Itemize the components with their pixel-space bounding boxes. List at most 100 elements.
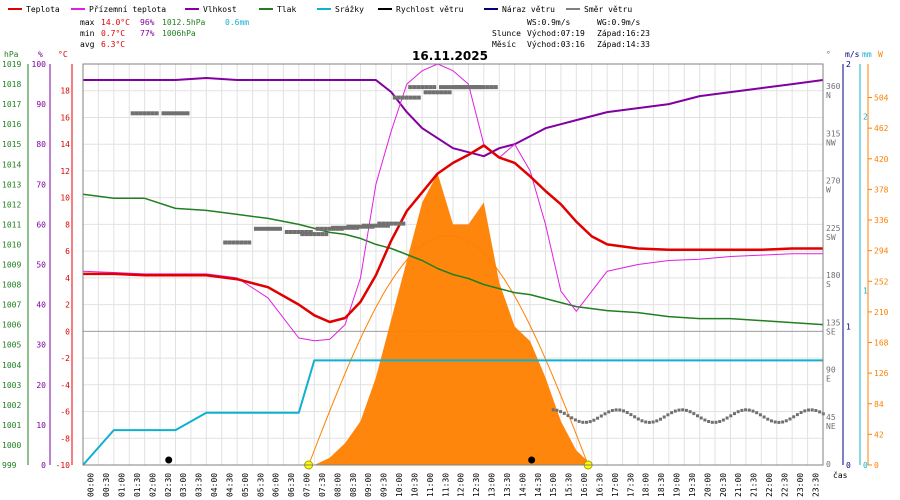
hpa-tick-label: 1010 xyxy=(2,240,21,249)
wind-direction-point xyxy=(747,408,751,412)
wind-direction-point xyxy=(707,420,711,423)
wind-direction-point xyxy=(181,111,186,116)
info-moon-rise: Východ:03:16 xyxy=(527,40,585,49)
wind-direction-point xyxy=(312,232,317,237)
wind-direction-point xyxy=(185,111,190,116)
pct-tick-label: 80 xyxy=(36,140,46,149)
wind-direction-point xyxy=(592,418,596,422)
deg-direction-label: SE xyxy=(826,327,836,336)
time-tick-label: 20:30 xyxy=(719,473,728,497)
wind-direction-point xyxy=(489,85,494,90)
wind-direction-point xyxy=(684,408,688,412)
wind-direction-point xyxy=(559,410,563,414)
wind-direction-point xyxy=(647,420,651,424)
wind-direction-point xyxy=(247,240,252,245)
hpa-tick-label: 1009 xyxy=(2,261,21,270)
axis-label-celsius: °C xyxy=(58,50,68,59)
wind-direction-point xyxy=(335,225,340,230)
wind-direction-point xyxy=(274,226,278,231)
wind-direction-point xyxy=(725,416,729,420)
moonrise-marker xyxy=(165,456,173,464)
deg-tick-label: 225 xyxy=(826,224,841,233)
wind-direction-point xyxy=(581,420,585,424)
time-tick-label: 00:30 xyxy=(102,473,111,497)
w-tick-label: 378 xyxy=(874,185,889,194)
wind-direction-point xyxy=(343,225,348,230)
stat-max-rain: 0.6mm xyxy=(225,18,249,27)
wind-direction-point xyxy=(130,111,135,116)
wind-direction-point xyxy=(408,95,413,100)
temperature-line xyxy=(83,144,823,324)
time-tick-label: 16:30 xyxy=(595,473,604,497)
wind-direction-point xyxy=(481,85,486,90)
info-sun-label: Slunce xyxy=(492,29,521,38)
celsius-tick-label: 0 xyxy=(65,327,70,336)
wind-direction-point xyxy=(784,419,788,423)
wind-direction-point xyxy=(432,85,437,90)
legend-label-smer-vetru: Směr větru xyxy=(584,5,632,14)
wind-direction-point xyxy=(762,415,766,419)
pct-tick-label: 30 xyxy=(36,341,46,350)
deg-tick-label: 270 xyxy=(826,177,841,186)
time-tick-label: 12:00 xyxy=(457,473,466,497)
wind-direction-point xyxy=(599,414,603,418)
hpa-tick-label: 1019 xyxy=(2,60,21,69)
time-tick-label: 01:30 xyxy=(133,473,142,497)
wind-direction-point xyxy=(477,85,482,90)
wind-direction-point xyxy=(818,410,822,414)
wind-direction-point xyxy=(381,221,386,226)
mm-tick-label: 2 xyxy=(863,112,868,121)
wind-direction-point xyxy=(393,221,398,226)
wind-direction-point xyxy=(385,223,390,228)
wind-direction-point xyxy=(177,111,182,116)
wind-direction-point xyxy=(699,416,703,420)
deg-direction-label: NW xyxy=(826,138,836,147)
wind-direction-point xyxy=(161,111,166,116)
pct-tick-label: 50 xyxy=(36,261,46,270)
stats-block: max 14.0°C 96% 1012.5hPa 0.6mm min 0.7°C… xyxy=(80,18,249,49)
hpa-tick-label: 1012 xyxy=(2,200,21,209)
w-tick-label: 168 xyxy=(874,339,889,348)
time-tick-label: 02:30 xyxy=(164,473,173,497)
rain-line xyxy=(82,359,823,466)
time-tick-label: 01:00 xyxy=(118,473,127,497)
legend-label-teplota: Teplota xyxy=(26,5,60,14)
wind-direction-point xyxy=(781,420,785,424)
wind-direction-point xyxy=(416,85,421,90)
wind-direction-point xyxy=(365,223,370,228)
wind-direction-point xyxy=(278,226,282,231)
wind-direction-point xyxy=(788,417,792,421)
axis-label-pct: % xyxy=(38,50,43,59)
hpa-tick-label: 1005 xyxy=(2,341,21,350)
wind-direction-point xyxy=(385,221,390,226)
pct-tick-label: 60 xyxy=(36,220,46,229)
axis-unit-labels: hPa % °C ° m/s mm W čas xyxy=(4,50,883,480)
wind-direction-point xyxy=(469,85,474,90)
wind-direction-point xyxy=(165,111,170,116)
deg-tick-label: 90 xyxy=(826,366,836,375)
wind-direction-point xyxy=(304,232,309,237)
wind-direction-point xyxy=(462,85,467,90)
wind-direction-point xyxy=(810,408,814,412)
wind-direction-point xyxy=(562,411,566,415)
pct-tick-label: 20 xyxy=(36,381,46,390)
wind-direction-point xyxy=(324,232,329,237)
pct-tick-label: 40 xyxy=(36,301,46,310)
wind-direction-point xyxy=(223,240,228,245)
stat-min-temp: 0.7°C xyxy=(101,29,125,38)
time-tick-label: 20:00 xyxy=(703,473,712,497)
wind-direction-point xyxy=(154,111,159,116)
wind-direction-point xyxy=(443,85,447,90)
legend: Teplota Přízemní teplota Vlhkost Tlak Sr… xyxy=(8,5,632,14)
time-tick-label: 16:00 xyxy=(580,473,589,497)
time-tick-label: 04:30 xyxy=(225,473,234,497)
celsius-tick-label: 2 xyxy=(65,301,70,310)
time-tick-label: 08:00 xyxy=(333,473,342,497)
wind-direction-point xyxy=(361,223,366,228)
wind-direction-point xyxy=(443,90,448,95)
wind-direction-point xyxy=(369,223,374,228)
wind-direction-point xyxy=(588,420,592,424)
wind-direction-point xyxy=(304,230,309,234)
deg-direction-label: SW xyxy=(826,233,836,242)
wind-direction-point xyxy=(692,412,696,416)
